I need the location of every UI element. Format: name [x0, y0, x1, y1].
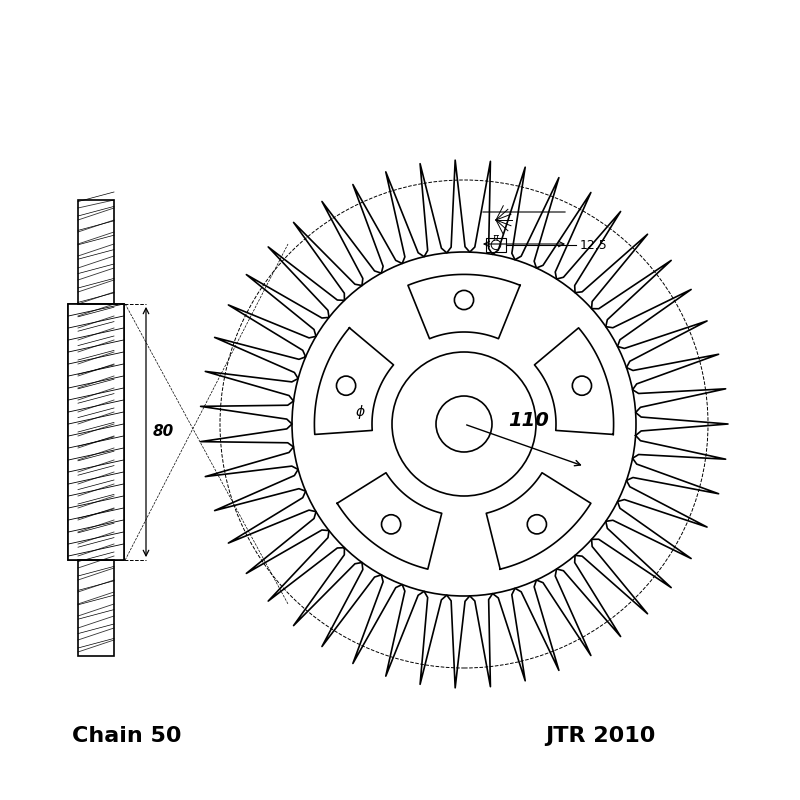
Bar [78, 200, 114, 656]
Bar [69, 304, 124, 560]
Bar [69, 304, 124, 560]
Text: 110: 110 [508, 410, 549, 430]
Text: $\pi$: $\pi$ [492, 233, 500, 242]
Text: JTR 2010: JTR 2010 [546, 726, 656, 746]
Text: 12.5: 12.5 [580, 239, 608, 252]
Text: Chain 50: Chain 50 [72, 726, 182, 746]
Text: $\phi$: $\phi$ [354, 403, 366, 421]
Text: 80: 80 [152, 425, 174, 439]
Bar [486, 238, 506, 252]
